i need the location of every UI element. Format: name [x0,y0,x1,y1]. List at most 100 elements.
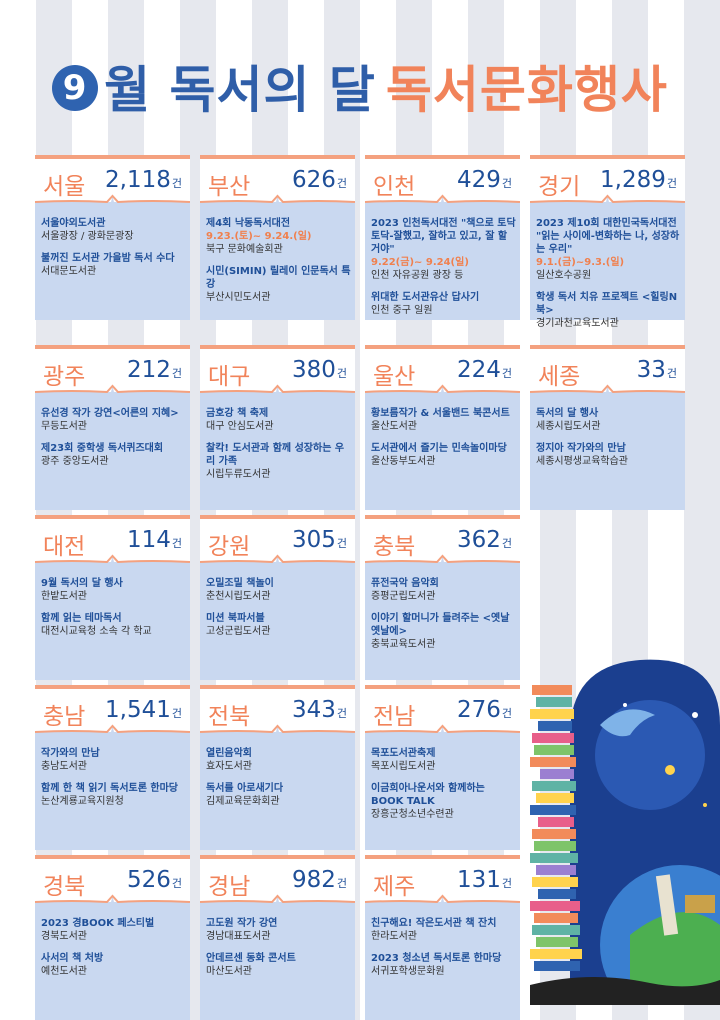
region-name: 인천 [373,174,416,200]
event-title: 열린음악회 [206,748,252,759]
region-card: 인천 429건 2023 인천독서대전 "책으로 토닥토닥-잘했고, 잘하고 있고,… [365,155,520,320]
event-count: 982건 [292,867,347,893]
event-list: 친구해요! 작은도서관 책 잔치 한라도서관 2023 청소년 독서토론 한마당 서귀… [371,917,516,987]
event-title: 찰칵! 도서관과 함께 성장하는 우리 가족 [206,443,345,467]
title-part1: 월 독서의 달 [104,61,376,119]
card-header: 대구 380건 [200,345,355,392]
event-count: 1,289건 [600,167,677,193]
region-name: 서울 [43,174,86,200]
event-title: 오밀조밀 책놀이 [206,578,274,589]
count-value: 131 [456,867,501,893]
card-notch [35,724,190,744]
month-badge: 9 [52,65,99,111]
event-title: 시민(SIMIN) 릴레이 인문독서 특강 [206,266,351,290]
event-title: 제4회 낙동독서대전 [206,218,291,229]
card-header: 경기 1,289건 [530,155,685,202]
card-header: 충남 1,541건 [35,685,190,732]
count-unit: 건 [171,367,182,380]
count-unit: 건 [666,177,677,190]
event-title: 함께 한 책 읽기 독서토론 한마당 [41,783,179,794]
region-card: 경북 526건 2023 경BOOK 페스티벌 경북도서관 사서의 책 처방 예천도서관 [35,855,190,1020]
event-count: 429건 [457,167,512,193]
region-name: 충북 [373,534,416,560]
card-notch [35,194,190,214]
event-item: 2023 경BOOK 페스티벌 경북도서관 [41,917,186,943]
card-header: 서울 2,118건 [35,155,190,202]
count-unit: 건 [336,877,347,890]
event-title: 유선경 작가 강연<어른의 지혜> [41,408,179,419]
card-notch [200,724,355,744]
event-title: 학생 독서 치유 프로젝트 <힐링N북> [536,292,678,316]
card-notch [530,384,685,404]
event-list: 황보름작가 & 서울밴드 북콘서트 울산도서관 도서관에서 즐기는 민속놀이마당 울산… [371,407,516,477]
event-place: 고성군립도서관 [206,626,271,637]
card-header: 대전 114건 [35,515,190,562]
event-count: 224건 [457,357,512,383]
card-header: 경북 526건 [35,855,190,902]
event-list: 고도원 작가 강연 경남대표도서관 안데르센 동화 콘서트 마산도서관 [206,917,351,987]
count-unit: 건 [336,177,347,190]
card-header: 광주 212건 [35,345,190,392]
region-card: 경남 982건 고도원 작가 강연 경남대표도서관 안데르센 동화 콘서트 마산도서관 [200,855,355,1020]
event-item: 이야기 할머니가 들려주는 <옛날옛날에> 충북교육도서관 [371,612,516,651]
event-count: 626건 [292,167,347,193]
event-title: 작가와의 만남 [41,748,100,759]
event-place: 서대문도서관 [41,266,97,277]
event-item: 고도원 작가 강연 경남대표도서관 [206,917,351,943]
event-item: 독서를 아로새기다 김제교육문화회관 [206,782,351,808]
card-header: 세종 33건 [530,345,685,392]
region-name: 충남 [43,704,86,730]
event-item: 유선경 작가 강연<어른의 지혜> 무등도서관 [41,407,186,433]
event-place: 세종시평생교육학습관 [536,456,628,467]
card-notch [35,894,190,914]
count-value: 224 [456,357,501,383]
count-value: 626 [291,167,336,193]
event-title: 불꺼진 도서관 가을밤 독서 수다 [41,253,175,264]
event-list: 작가와의 만남 충남도서관 함께 한 책 읽기 독서토론 한마당 논산계룡교육지원청 [41,747,186,817]
event-item: 2023 제10회 대한민국독서대전 "읽는 사이에-변화하는 나, 성장하는 … [536,217,681,282]
card-header: 인천 429건 [365,155,520,202]
event-count: 131건 [457,867,512,893]
card-header: 울산 224건 [365,345,520,392]
book-stack [530,685,582,971]
card-notch [200,894,355,914]
count-unit: 건 [666,367,677,380]
region-name: 대전 [43,534,86,560]
count-unit: 건 [171,707,182,720]
event-item: 독서의 달 행사 세종시립도서관 [536,407,681,433]
event-place: 서울광장 / 광화문광장 [41,231,134,242]
event-title: 2023 청소년 독서토론 한마당 [371,953,502,964]
event-item: 금호강 책 축제 대구 안심도서관 [206,407,351,433]
event-title: 친구해요! 작은도서관 책 잔치 [371,918,497,929]
region-card: 대전 114건 9월 독서의 달 행사 한밭도서관 함께 읽는 테마독서 대전시교육청 소… [35,515,190,680]
event-item: 학생 독서 치유 프로젝트 <힐링N북> 경기과천교육도서관 [536,291,681,330]
event-item: 제4회 낙동독서대전 9.23.(토)~ 9.24.(일) 북구 문화예술회관 [206,217,351,256]
event-item: 미션 북파서블 고성군립도서관 [206,612,351,638]
event-item: 이금희아나운서와 함께하는 BOOK TALK 장흥군청소년수련관 [371,782,516,821]
event-title: 2023 인천독서대전 "책으로 토닥토닥-잘했고, 잘하고 있고, 잘 할거야… [371,218,516,255]
count-value: 114 [126,527,171,553]
region-card: 제주 131건 친구해요! 작은도서관 책 잔치 한라도서관 2023 청소년 독서토론… [365,855,520,1020]
card-notch [365,894,520,914]
event-list: 열린음악회 효자도서관 독서를 아로새기다 김제교육문화회관 [206,747,351,817]
event-title: 9월 독서의 달 행사 [41,578,123,589]
count-value: 380 [291,357,336,383]
event-place: 일산호수공원 [536,270,592,281]
event-item: 2023 청소년 독서토론 한마당 서귀포학생문화원 [371,952,516,978]
event-place: 부산시민도서관 [206,292,271,303]
count-unit: 건 [501,537,512,550]
event-item: 도서관에서 즐기는 민속놀이마당 울산동부도서관 [371,442,516,468]
count-value: 212 [126,357,171,383]
event-item: 퓨전국악 음악회 증평군립도서관 [371,577,516,603]
event-list: 서울야외도서관 서울광장 / 광화문광장 불꺼진 도서관 가을밤 독서 수다 서대문도… [41,217,186,287]
card-header: 충북 362건 [365,515,520,562]
event-place: 마산도서관 [206,966,252,977]
event-item: 정지아 작가와의 만남 세종시평생교육학습관 [536,442,681,468]
event-title: 퓨전국악 음악회 [371,578,439,589]
event-item: 함께 읽는 테마독서 대전시교육청 소속 각 학교 [41,612,186,638]
event-item: 2023 인천독서대전 "책으로 토닥토닥-잘했고, 잘하고 있고, 잘 할거야… [371,217,516,282]
event-item: 제23회 중학생 독서퀴즈대회 광주 중앙도서관 [41,442,186,468]
